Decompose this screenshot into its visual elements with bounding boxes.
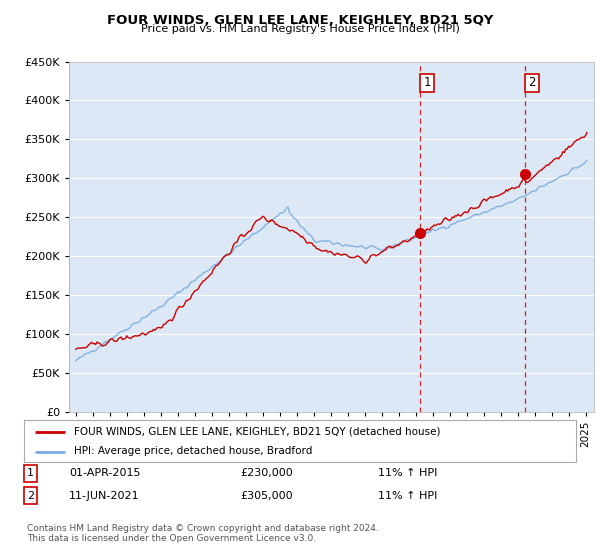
Text: 11% ↑ HPI: 11% ↑ HPI	[378, 491, 437, 501]
Text: 11-JUN-2021: 11-JUN-2021	[69, 491, 140, 501]
Text: 2: 2	[529, 77, 536, 90]
Text: Contains HM Land Registry data © Crown copyright and database right 2024.
This d: Contains HM Land Registry data © Crown c…	[27, 524, 379, 543]
Text: Price paid vs. HM Land Registry's House Price Index (HPI): Price paid vs. HM Land Registry's House …	[140, 24, 460, 34]
Text: 1: 1	[27, 468, 34, 478]
Text: 1: 1	[423, 77, 431, 90]
Text: FOUR WINDS, GLEN LEE LANE, KEIGHLEY, BD21 5QY: FOUR WINDS, GLEN LEE LANE, KEIGHLEY, BD2…	[107, 14, 493, 27]
Text: £305,000: £305,000	[240, 491, 293, 501]
Text: HPI: Average price, detached house, Bradford: HPI: Average price, detached house, Brad…	[74, 446, 312, 456]
Text: 01-APR-2015: 01-APR-2015	[69, 468, 140, 478]
Text: 11% ↑ HPI: 11% ↑ HPI	[378, 468, 437, 478]
Text: 2: 2	[27, 491, 34, 501]
Text: FOUR WINDS, GLEN LEE LANE, KEIGHLEY, BD21 5QY (detached house): FOUR WINDS, GLEN LEE LANE, KEIGHLEY, BD2…	[74, 427, 440, 437]
Text: £230,000: £230,000	[240, 468, 293, 478]
